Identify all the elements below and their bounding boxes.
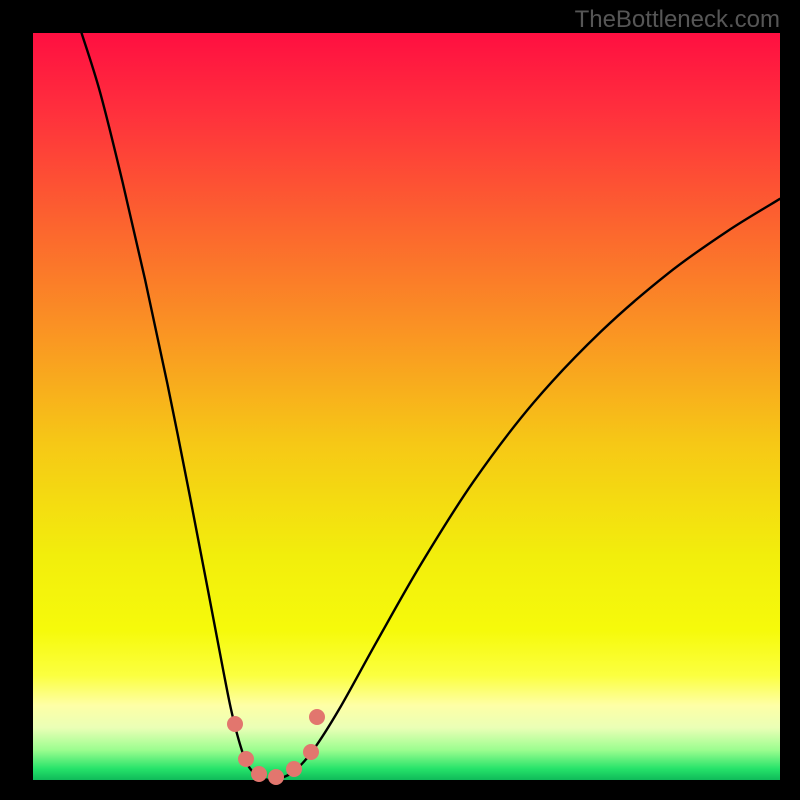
curve-marker (238, 751, 254, 767)
curve-marker (309, 709, 325, 725)
plot-area (33, 33, 780, 780)
curve-marker (251, 766, 267, 782)
curve-marker (227, 716, 243, 732)
curve-markers-layer (33, 33, 780, 780)
canvas-root: TheBottleneck.com (0, 0, 800, 800)
watermark-text: TheBottleneck.com (575, 6, 780, 34)
curve-marker (286, 761, 302, 777)
curve-marker (268, 769, 284, 785)
curve-marker (303, 744, 319, 760)
